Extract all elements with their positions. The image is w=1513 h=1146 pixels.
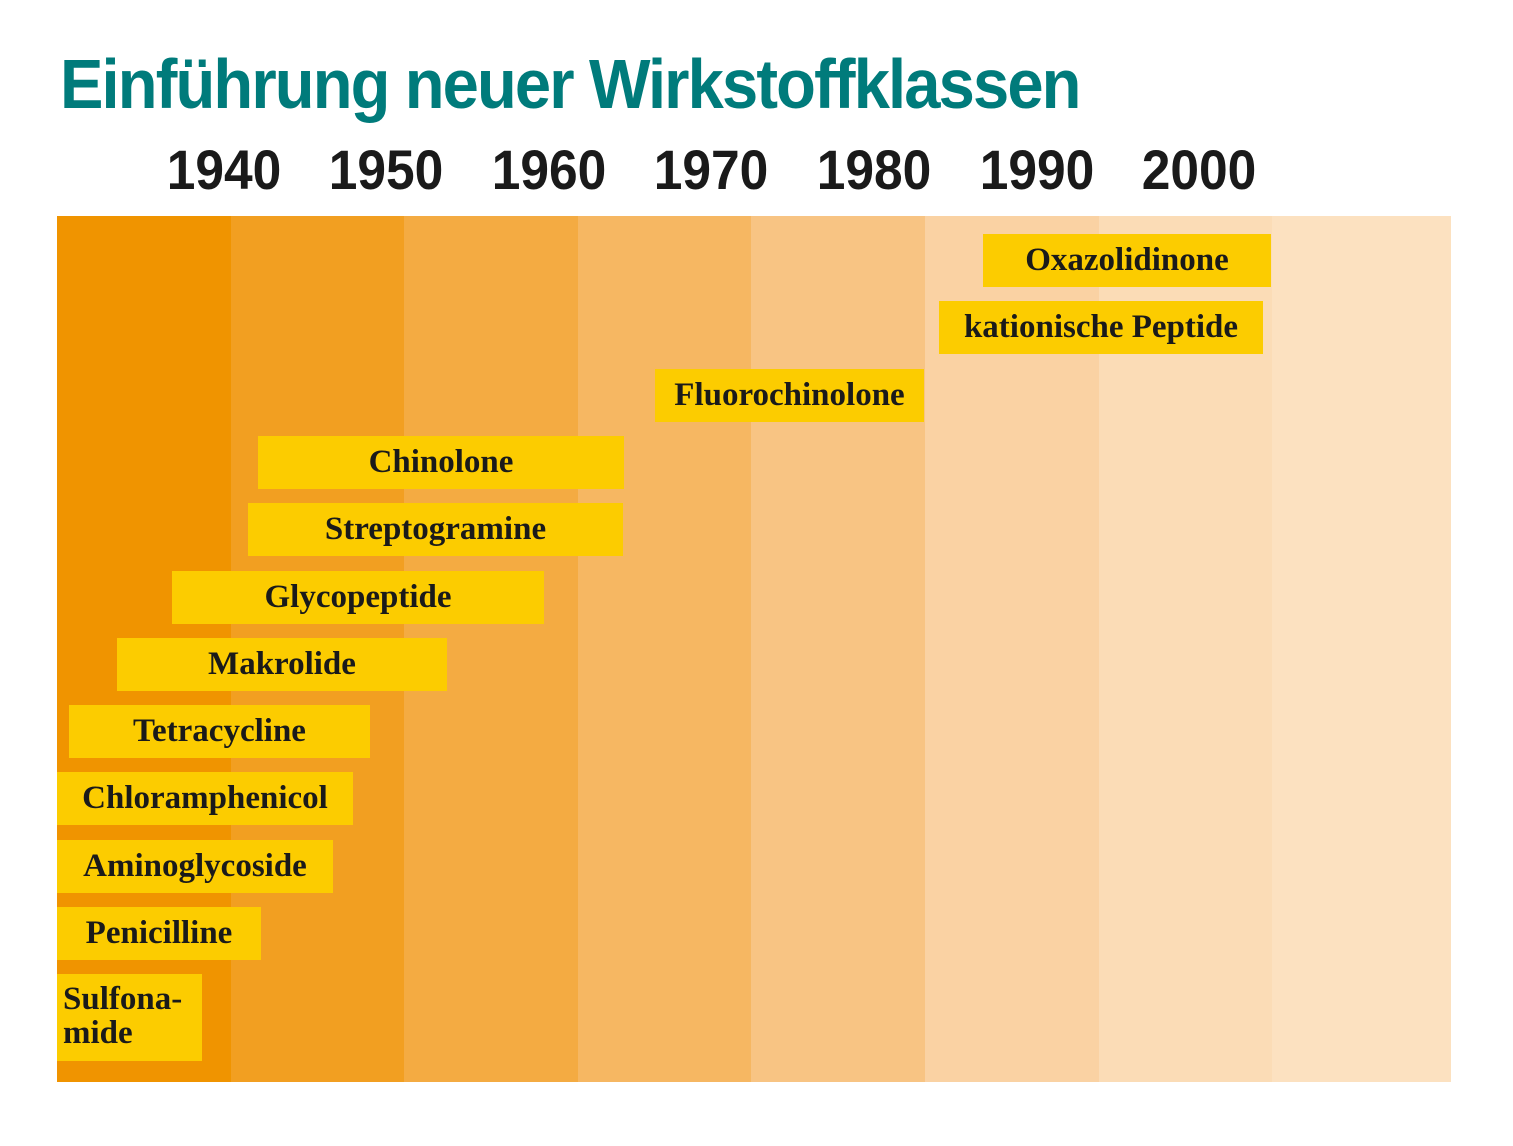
timeline-bar: Sulfona- mide (57, 974, 202, 1061)
page-title: Einführung neuer Wirkstoffklassen (60, 45, 1081, 123)
decade-band (751, 216, 926, 1082)
timeline-bar: Chloramphenicol (57, 772, 353, 825)
timeline-bar: Streptogramine (248, 503, 623, 556)
timeline-bar: Oxazolidinone (983, 234, 1271, 287)
decade-band (1272, 216, 1451, 1082)
year-tick-label: 1990 (979, 138, 1094, 201)
timeline-bar: Fluorochinolone (655, 369, 924, 422)
timeline-bar: Penicilline (57, 907, 261, 960)
decade-band (925, 216, 1100, 1082)
timeline-bar: kationische Peptide (939, 301, 1263, 354)
decade-band (1098, 216, 1274, 1082)
decade-band (577, 216, 753, 1082)
year-tick-label: 1940 (166, 138, 281, 201)
year-tick-label: 2000 (1141, 138, 1257, 201)
timeline-bar: Tetracycline (69, 705, 370, 758)
year-tick-label: 1950 (328, 138, 444, 201)
timeline-bar: Aminoglycoside (57, 840, 333, 893)
year-tick-label: 1980 (816, 138, 932, 201)
timeline-bar: Makrolide (117, 638, 447, 691)
timeline-bar: Glycopeptide (172, 571, 544, 624)
timeline-chart: Oxazolidinone kationische Peptide Fluoroch… (57, 216, 1451, 1082)
year-tick-label: 1970 (654, 138, 769, 201)
timeline-bar: Chinolone (258, 436, 624, 489)
year-tick-label: 1960 (491, 138, 607, 201)
